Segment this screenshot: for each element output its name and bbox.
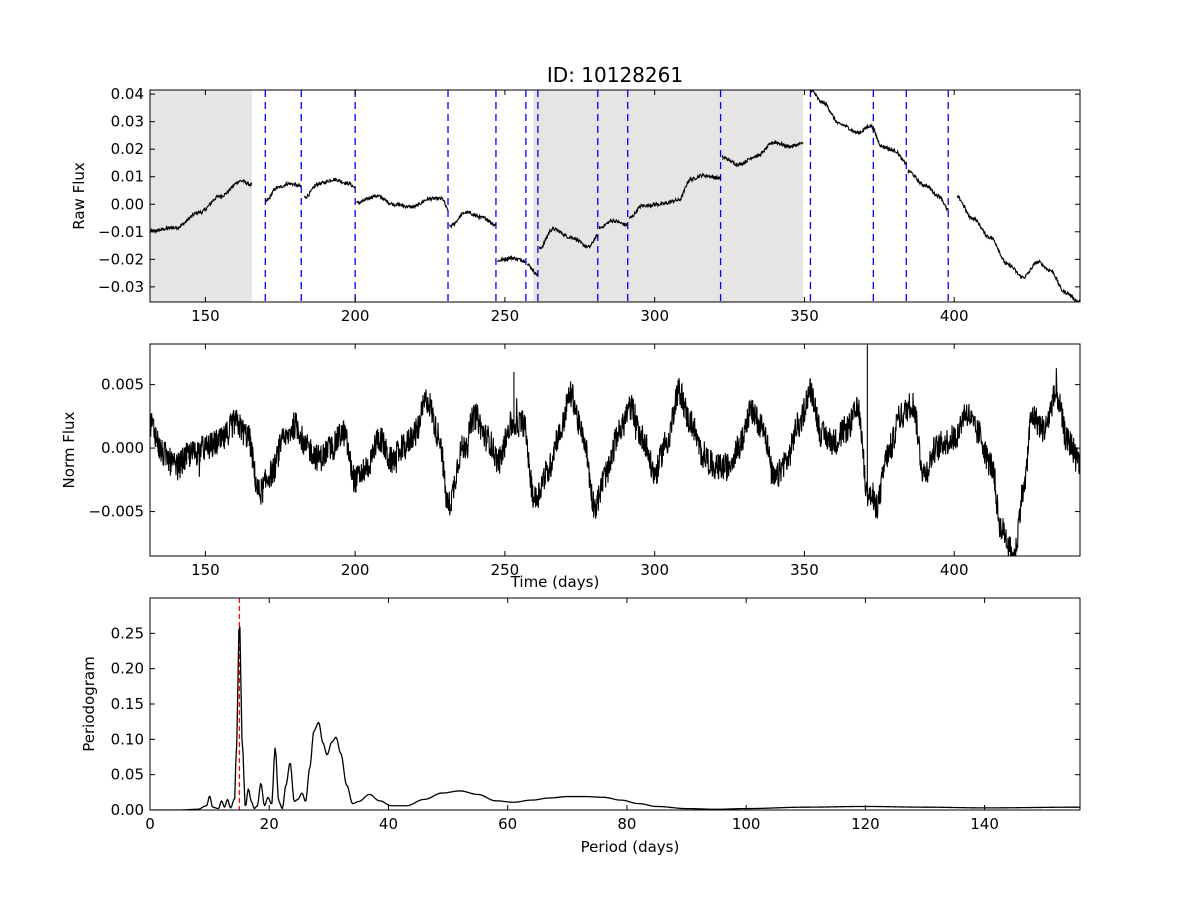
y-tick-label: 0.03 <box>111 113 144 131</box>
x-tick-label: 150 <box>191 561 220 579</box>
raw-flux-segment-5 <box>497 255 526 264</box>
y-tick-label: 0.20 <box>111 660 144 678</box>
x-tick-label: 120 <box>851 815 880 833</box>
y-tick-label: 0.04 <box>111 85 144 103</box>
y-tick-label: 0.005 <box>101 376 144 394</box>
raw-flux-segment-8 <box>598 217 628 230</box>
raw-flux-segment-12 <box>907 169 949 212</box>
y-tick-label: −0.02 <box>98 250 144 268</box>
x-tick-label: 400 <box>940 307 969 325</box>
periodogram-panel: 0 20 40 60 80 100 120 140 0.00 0.05 0.10 0.15 0.20 0.… <box>80 597 1081 856</box>
axes-frame <box>149 89 1081 303</box>
y-tick-label: 0.10 <box>111 730 144 748</box>
x-tick-label: 40 <box>379 815 398 833</box>
y-axis-label: Norm Flux <box>60 411 78 488</box>
raw-flux-segment-7 <box>538 226 599 250</box>
x-tick-label: 250 <box>491 307 520 325</box>
x-tick-label: 150 <box>191 307 220 325</box>
y-axis-label: Periodogram <box>80 656 98 751</box>
raw-flux-segment-6 <box>526 263 539 277</box>
y-tick-label: 0.25 <box>111 624 144 642</box>
y-axis-label: Raw Flux <box>70 162 88 230</box>
axes-frame <box>149 343 1081 557</box>
plot-area <box>150 90 1080 302</box>
x-tick-label: 400 <box>940 561 969 579</box>
x-tick-label: 350 <box>790 307 819 325</box>
raw-flux-segment-11 <box>810 90 907 165</box>
plot-area <box>150 598 1080 810</box>
x-axis-label: Period (days) <box>581 838 680 856</box>
x-tick-label: 0 <box>145 815 155 833</box>
x-tick-label: 100 <box>732 815 761 833</box>
shaded-range-1 <box>533 90 803 302</box>
x-tick-label: 20 <box>260 815 279 833</box>
y-tick-label: 0.01 <box>111 168 144 186</box>
raw-flux-segment-2 <box>303 177 356 200</box>
x-tick-label: 300 <box>640 307 669 325</box>
x-tick-label: 250 <box>491 561 520 579</box>
raw-flux-segment-0 <box>150 179 253 235</box>
raw-flux-segment-9 <box>628 172 721 219</box>
y-tick-label: 0.00 <box>111 801 144 819</box>
raw-flux-segment-3 <box>356 193 449 212</box>
norm-flux-panel: 150 200 250 300 350 400 −0.005 0.000 0.005 Norm F… <box>60 343 1081 591</box>
x-tick-label: 140 <box>970 815 999 833</box>
raw-flux-panel: 150 200 250 300 350 400 −0.03 −0.02 −0.01 0.00 0.0… <box>70 85 1081 325</box>
shaded-range-0 <box>150 90 252 302</box>
x-tick-label: 80 <box>617 815 636 833</box>
x-tick-label: 60 <box>498 815 517 833</box>
y-tick-label: −0.03 <box>98 278 144 296</box>
x-axis-label: Time (days) <box>510 573 600 591</box>
plot-area <box>150 344 1080 556</box>
norm-flux-line <box>150 368 1080 556</box>
raw-flux-segment-1 <box>264 180 302 203</box>
y-tick-label: 0.00 <box>111 195 144 213</box>
y-tick-label: 0.02 <box>111 140 144 158</box>
raw-flux-segment-13 <box>956 194 1080 302</box>
figure-title: ID: 10128261 <box>547 63 683 87</box>
x-tick-label: 350 <box>790 561 819 579</box>
x-tick-label: 200 <box>341 307 370 325</box>
y-tick-label: 0.05 <box>111 766 144 784</box>
raw-flux-segment-4 <box>449 209 497 230</box>
y-tick-label: 0.000 <box>101 439 144 457</box>
periodogram-line <box>150 626 1080 810</box>
y-tick-label: 0.15 <box>111 695 144 713</box>
y-tick-label: −0.01 <box>98 223 144 241</box>
x-tick-label: 300 <box>640 561 669 579</box>
x-tick-label: 200 <box>341 561 370 579</box>
raw-flux-segment-10 <box>721 139 804 168</box>
y-tick-label: −0.005 <box>88 503 144 521</box>
